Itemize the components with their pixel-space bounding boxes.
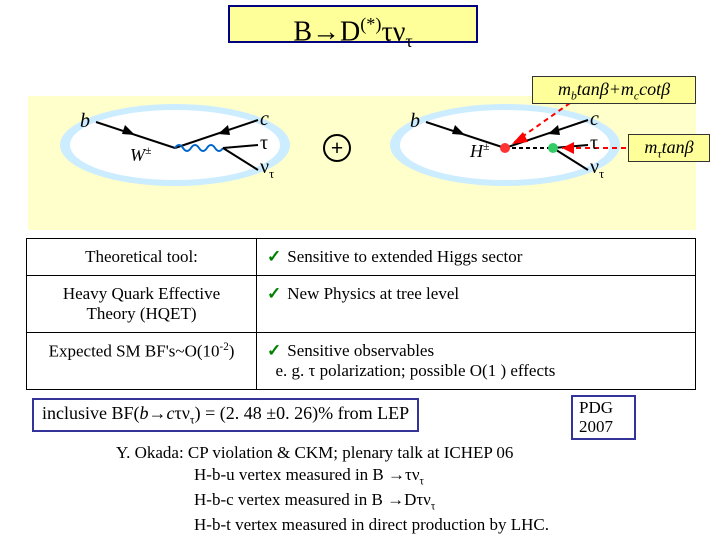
footer-line1: Y. Okada: CP violation & CKM; plenary ta… (116, 442, 696, 464)
pdg-box: PDG 2007 (571, 395, 636, 440)
table-row: Theoretical tool: ✓Sensitive to extended… (27, 239, 696, 276)
cell-right-1: ✓Sensitive to extended Higgs sector (257, 239, 696, 276)
footer-text: Y. Okada: CP violation & CKM; plenary ta… (116, 442, 696, 536)
right-label-nu: ντ (590, 156, 604, 182)
left-oval-inner (70, 110, 280, 180)
plus-operator: + (323, 134, 351, 162)
formula-top: mbtanβ+mccotβ (532, 76, 696, 104)
left-label-b: b (80, 110, 90, 133)
formula-side: mτtanβ (628, 134, 710, 162)
cell-right-2: ✓New Physics at tree level (257, 276, 696, 333)
footer-line3: H-b-c vertex measured in B →Dτντ (194, 489, 696, 514)
cell-left-3: Expected SM BF's~O(10-2) (27, 333, 257, 390)
cell-left-1: Theoretical tool: (27, 239, 257, 276)
summary-table: Theoretical tool: ✓Sensitive to extended… (26, 238, 696, 390)
right-label-c: c (590, 108, 599, 131)
footer-line4: H-b-t vertex measured in direct producti… (194, 514, 696, 536)
cell-left-2: Heavy Quark Effective Theory (HQET) (27, 276, 257, 333)
left-label-tau: τ (260, 132, 268, 155)
left-label-c: c (260, 108, 269, 131)
table-row: Expected SM BF's~O(10-2) ✓Sensitive obse… (27, 333, 696, 390)
footer-line2: H-b-u vertex measured in B →τντ (194, 464, 696, 489)
right-label-b: b (410, 110, 420, 133)
right-oval-inner (400, 110, 610, 180)
table-row: Heavy Quark Effective Theory (HQET) ✓New… (27, 276, 696, 333)
left-label-W: W± (130, 144, 151, 166)
check-icon: ✓ (267, 284, 281, 303)
check-icon: ✓ (267, 341, 281, 360)
left-label-nu: ντ (260, 156, 274, 182)
lep-result-box: inclusive BF(b→cτντ) = (2. 48 ±0. 26)% f… (32, 398, 419, 432)
title-formula: B→D(*)τντ (228, 5, 478, 43)
check-icon: ✓ (267, 247, 281, 266)
cell-right-3: ✓Sensitive observables e. g. τ polarizat… (257, 333, 696, 390)
right-label-H: H± (470, 140, 489, 162)
right-label-tau: τ (590, 132, 598, 155)
